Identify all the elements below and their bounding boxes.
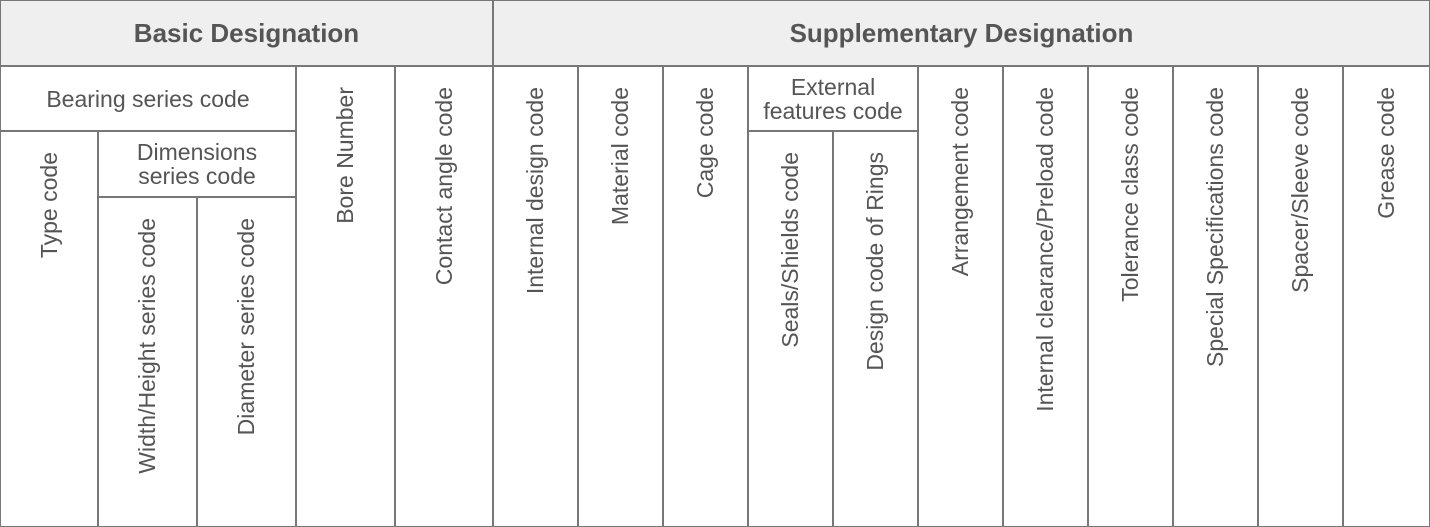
supplementary-designation-header: Supplementary Designation bbox=[493, 0, 1430, 66]
grease-code: Grease code bbox=[1343, 66, 1430, 527]
special-specifications-code: Special Specifications code bbox=[1173, 66, 1258, 527]
internal-clearance-preload-code: Internal clearance/Preload code bbox=[1003, 66, 1088, 527]
dimensions-series-code: Dimensions series code bbox=[98, 131, 296, 197]
bearing-series-code: Bearing series code bbox=[0, 66, 296, 131]
internal-design-code: Internal design code bbox=[493, 66, 578, 527]
bore-number: Bore Number bbox=[296, 66, 395, 527]
width-height-series-code: Width/Height series code bbox=[98, 197, 197, 527]
contact-angle-code: Contact angle code bbox=[395, 66, 493, 527]
seals-shields-code: Seals/Shields code bbox=[748, 131, 833, 527]
tolerance-class-code: Tolerance class code bbox=[1088, 66, 1173, 527]
external-features-code: External features code bbox=[748, 66, 918, 131]
diameter-series-code: Diameter series code bbox=[197, 197, 296, 527]
basic-designation-header: Basic Designation bbox=[0, 0, 493, 66]
cage-code: Cage code bbox=[663, 66, 748, 527]
spacer-sleeve-code: Spacer/Sleeve code bbox=[1258, 66, 1343, 527]
type-code: Type code bbox=[0, 131, 98, 527]
ring-design-code: Design code of Rings bbox=[833, 131, 918, 527]
material-code: Material code bbox=[578, 66, 663, 527]
arrangement-code: Arrangement code bbox=[918, 66, 1003, 527]
